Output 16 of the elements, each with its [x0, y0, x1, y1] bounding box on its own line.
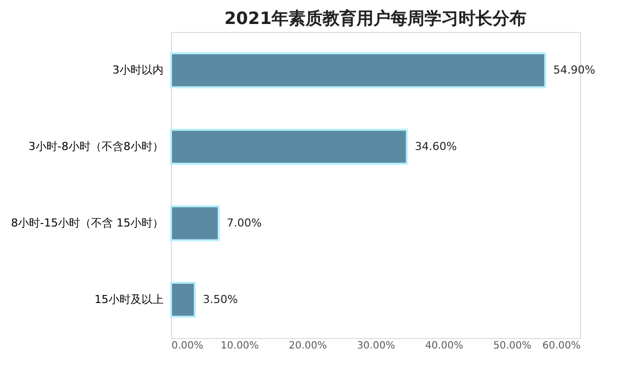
y-tick-label: 3小时-8小时（不含8小时） — [28, 140, 164, 153]
x-tick-label: 30.00% — [356, 340, 396, 352]
data-label: 7.00% — [226, 216, 262, 230]
y-tick-label: 3小时以内 — [112, 63, 164, 76]
data-label: 54.90% — [553, 63, 596, 76]
y-tick-label: 15小时及以上 — [94, 292, 164, 306]
y-tick-label: 8小时-15小时（不含 15小时） — [11, 216, 164, 230]
data-label: 3.50% — [202, 292, 238, 306]
x-tick-label: 10.00% — [220, 340, 259, 352]
x-tick-label: 20.00% — [288, 340, 327, 352]
x-tick-label: 60.00% — [542, 340, 580, 352]
x-tick-label: 0.00% — [172, 340, 204, 352]
data-label: 34.60% — [414, 140, 457, 153]
chart-title: 2021年素质教育用户每周学习时长分布 — [224, 8, 527, 29]
x-tick-label: 50.00% — [493, 340, 532, 352]
x-tick-label: 40.00% — [425, 340, 464, 352]
